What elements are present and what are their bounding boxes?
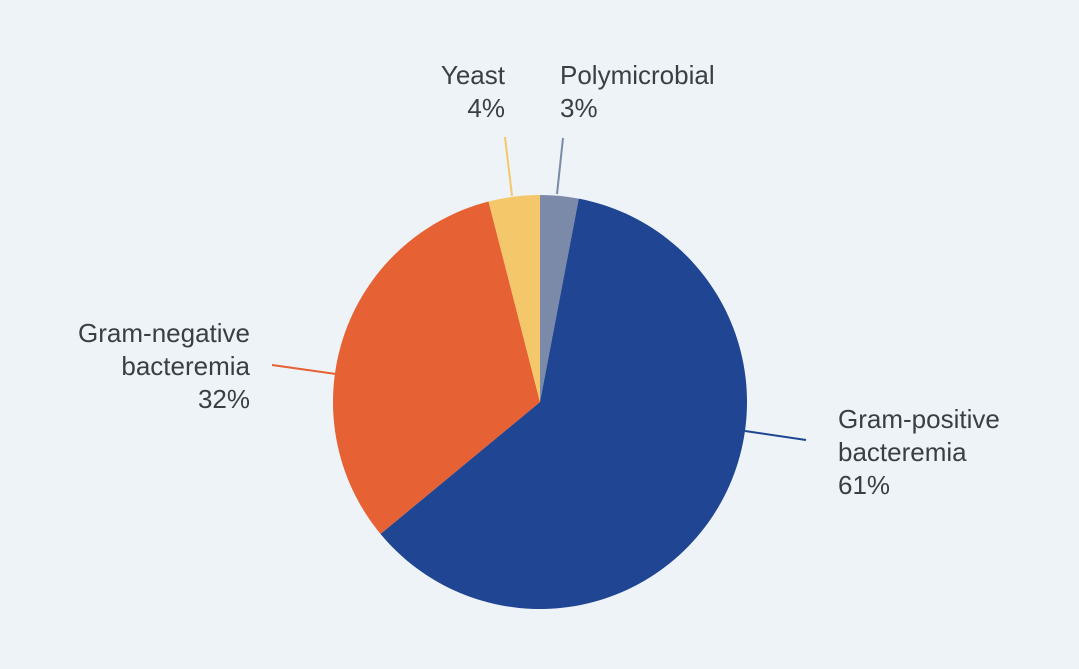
slice-label-yeast: Yeast 4% [441, 60, 506, 123]
slice-label-polymicrobial: Polymicrobial 3% [560, 60, 715, 123]
slice-label-gram-negative: Gram-negative bacteremia 32% [78, 318, 251, 414]
leader-line-polymicrobial [556, 137, 564, 195]
pie-slice-gram-positive-bacteremia [380, 198, 747, 609]
slice-label-gram-positive: Gram-positive bacteremia 61% [838, 404, 1000, 500]
pie-slices [332, 195, 747, 609]
leader-lines [271, 136, 807, 441]
gram-negative-name-line1: Gram-negative [78, 318, 250, 348]
leader-line-yeast [504, 136, 513, 197]
leader-line-gram-positive-bacteremia [744, 430, 807, 441]
yeast-value-label: 4% [467, 93, 505, 123]
pie-slice-yeast [488, 195, 540, 402]
gram-positive-name-line2: bacteremia [838, 437, 967, 467]
polymicrobial-name-label: Polymicrobial [560, 60, 715, 90]
yeast-name-label: Yeast [441, 60, 506, 90]
pie-slice-polymicrobial [540, 195, 579, 402]
gram-negative-value-label: 32% [198, 384, 250, 414]
gram-positive-name-line1: Gram-positive [838, 404, 1000, 434]
leader-line-gram-negative-bacteremia [271, 364, 337, 375]
pie-slice-gram-negative-bacteremia [332, 201, 540, 534]
gram-positive-value-label: 61% [838, 470, 890, 500]
gram-negative-name-line2: bacteremia [121, 351, 250, 381]
polymicrobial-value-label: 3% [560, 93, 598, 123]
